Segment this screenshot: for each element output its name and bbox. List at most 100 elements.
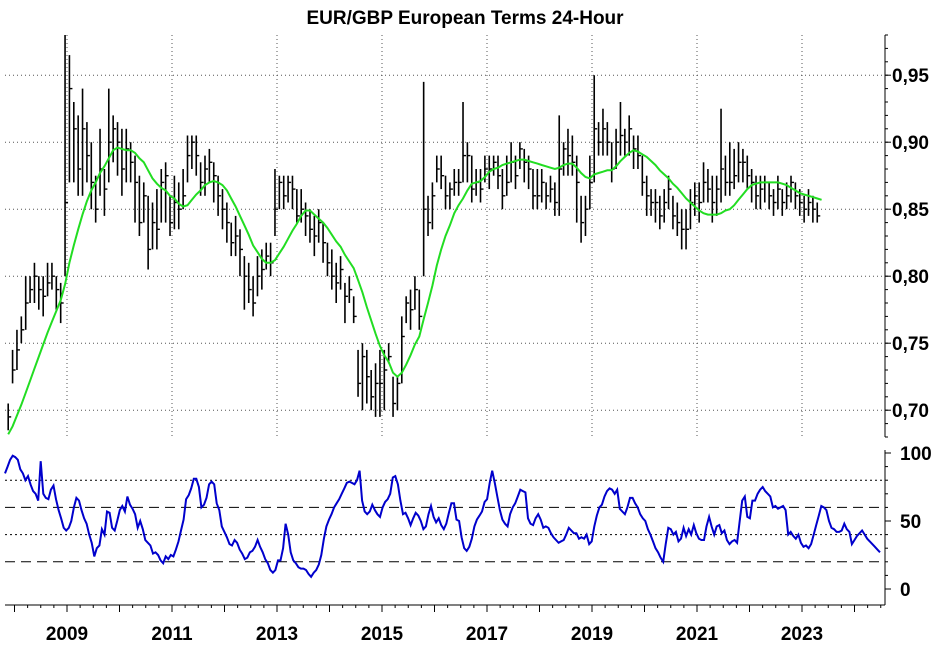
ohlc-bar <box>654 189 659 223</box>
ohlc-bar <box>641 155 646 196</box>
ohlc-bar <box>147 195 152 270</box>
ohlc-bar <box>357 349 362 397</box>
ohlc-bar <box>24 276 29 330</box>
ohlc-bar <box>737 142 742 183</box>
ohlc-bar <box>462 102 467 183</box>
x-tick-label: 2023 <box>781 624 823 645</box>
ohlc-bar <box>396 376 401 411</box>
ohlc-bar <box>715 175 720 216</box>
ohlc-bar <box>763 175 768 203</box>
ohlc-bar <box>663 189 668 223</box>
ohlc-bar <box>191 135 195 169</box>
ohlc-bar <box>523 148 528 183</box>
ohlc-bar <box>672 195 676 230</box>
ohlc-bar <box>571 135 576 176</box>
ohlc-bar <box>422 81 427 277</box>
ohlc-bar <box>519 142 523 169</box>
ohlc-bar <box>746 155 751 190</box>
ohlc-bar <box>768 182 773 210</box>
ohlc-bar <box>624 128 628 156</box>
ohlc-bar <box>558 115 563 216</box>
ohlc-bar <box>256 256 261 297</box>
ohlc-bar <box>142 182 147 223</box>
ohlc-bar <box>575 155 580 223</box>
ohlc-bar <box>492 155 497 176</box>
ohlc-bar <box>134 155 139 223</box>
ohlc-bar <box>785 182 790 210</box>
ohlc-bar <box>807 189 812 216</box>
ohlc-bar <box>55 276 60 310</box>
ohlc-bar <box>628 115 633 156</box>
ohlc-bar <box>414 276 418 310</box>
ohlc-bar <box>16 329 20 370</box>
price-y-axis: 0,70 0,75 0,80 0,85 0,90 0,95 <box>884 34 929 438</box>
ohlc-bar <box>64 35 69 277</box>
ohlc-bar <box>650 189 655 216</box>
ohlc-bar <box>81 88 86 196</box>
ohlc-bar <box>296 189 300 223</box>
ohlc-bar <box>733 148 738 190</box>
ohlc-bar <box>645 175 650 216</box>
ohlc-bar <box>812 195 816 223</box>
ohlc-bar <box>431 182 436 230</box>
oscillator-tick-label: 0 <box>900 580 911 601</box>
price-tick-label: 0,95 <box>892 66 929 87</box>
ohlc-bar <box>610 142 615 183</box>
ohlc-bar <box>772 189 777 216</box>
price-tick-label: 0,85 <box>892 200 929 221</box>
ohlc-bar <box>182 169 187 210</box>
ohlc-bar <box>335 262 340 303</box>
ohlc-bar <box>352 296 357 324</box>
ohlc-bar <box>405 296 410 324</box>
ohlc-bar <box>728 142 733 196</box>
ohlc-bar <box>724 155 729 196</box>
x-tick-label: 2013 <box>256 624 298 645</box>
ohlc-bar <box>505 155 510 196</box>
price-tick-label: 0,75 <box>892 334 929 355</box>
ohlc-bar <box>383 349 388 411</box>
ohlc-bar <box>589 155 593 210</box>
ohlc-bar <box>632 135 637 169</box>
ohlc-bar <box>440 155 445 190</box>
ohlc-bar <box>59 282 64 324</box>
ohlc-bar <box>112 115 117 163</box>
ohlc-bar <box>532 169 536 210</box>
x-tick-label: 2017 <box>466 624 508 645</box>
ohlc-bar <box>584 195 589 236</box>
ohlc-bar <box>20 316 25 344</box>
ohlc-bar <box>676 202 681 236</box>
ohlc-bar <box>72 102 77 183</box>
ohlc-bar <box>593 75 598 183</box>
ohlc-bar <box>720 108 725 203</box>
ohlc-bar <box>304 202 309 236</box>
ohlc-bar <box>597 122 602 156</box>
ohlc-bar <box>694 182 698 216</box>
ohlc-bar <box>790 175 795 203</box>
ohlc-bar <box>68 55 73 183</box>
price-ohlc-bars <box>7 35 821 431</box>
ohlc-bar <box>195 135 200 176</box>
ohlc-bar <box>151 202 156 250</box>
ohlc-bar <box>282 175 287 210</box>
ohlc-bar <box>247 262 252 303</box>
ohlc-bar <box>466 142 471 183</box>
ohlc-bar <box>777 175 781 210</box>
ohlc-bar <box>38 276 42 310</box>
ohlc-bar <box>33 262 38 303</box>
ohlc-bar <box>742 148 746 183</box>
ohlc-bar <box>370 370 375 411</box>
chart-title: EUR/GBP European Terms 24-Hour <box>306 8 624 29</box>
ohlc-bar <box>615 128 620 169</box>
ohlc-bar <box>309 209 313 243</box>
ohlc-bar <box>156 189 160 250</box>
ohlc-bar <box>177 182 182 230</box>
ohlc-bar <box>619 102 624 156</box>
ohlc-bar <box>549 175 554 203</box>
ohlc-bar <box>409 289 414 330</box>
ohlc-bar <box>46 262 51 297</box>
ohlc-bar <box>759 175 764 210</box>
ohlc-bar <box>121 128 125 196</box>
ohlc-bar <box>457 169 462 196</box>
price-tick-label: 0,70 <box>892 401 929 422</box>
